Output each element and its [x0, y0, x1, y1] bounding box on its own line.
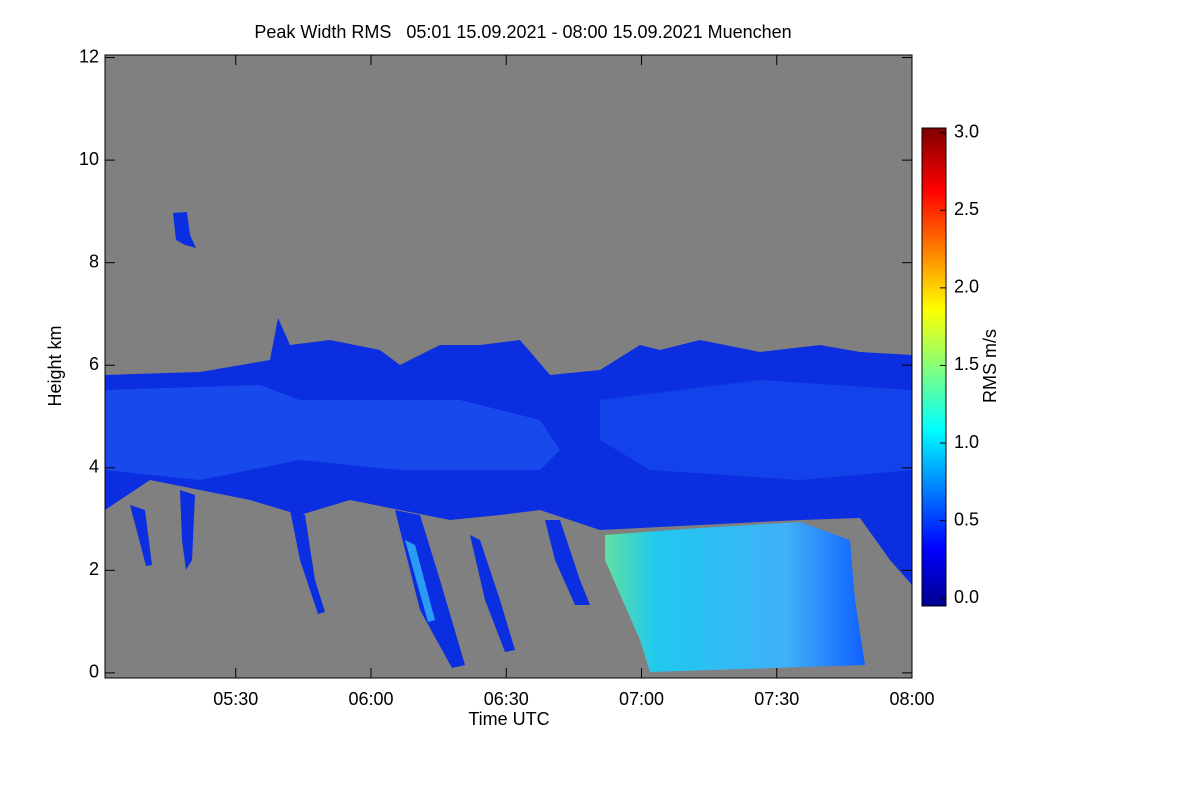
x-tick-label: 08:00	[889, 689, 934, 709]
y-axis-label: Height km	[45, 325, 65, 406]
fallstreak	[405, 540, 435, 622]
colorbar-tick-label: 0.5	[954, 509, 979, 529]
colorbar	[921, 127, 947, 607]
y-tick-label: 0	[89, 662, 99, 682]
plot-area	[105, 55, 912, 678]
fallstreak-core	[605, 522, 865, 672]
cloud-patch	[173, 212, 196, 248]
echo-field	[105, 212, 912, 672]
y-tick-label: 8	[89, 251, 99, 271]
chart-title: Peak Width RMS 05:01 15.09.2021 - 08:00 …	[254, 22, 791, 42]
colorbar-tick-label: 0.0	[954, 587, 979, 607]
y-tick-label: 6	[89, 354, 99, 374]
y-tick-label: 12	[79, 46, 99, 66]
colorbar-tick-label: 2.0	[954, 277, 979, 297]
cloud-texture	[600, 380, 912, 480]
fallstreak	[470, 535, 515, 652]
x-tick-label: 06:30	[484, 689, 529, 709]
fallstreak	[290, 510, 325, 614]
fallstreak	[180, 490, 195, 570]
y-tick-label: 4	[89, 457, 99, 477]
cloud-texture	[105, 385, 560, 480]
x-tick-label: 05:30	[213, 689, 258, 709]
colorbar-tick-label: 3.0	[954, 121, 979, 141]
x-axis-label: Time UTC	[468, 709, 549, 729]
x-tick-label: 07:30	[754, 689, 799, 709]
x-tick-label: 06:00	[348, 689, 393, 709]
x-tick-label: 07:00	[619, 689, 664, 709]
y-tick-label: 10	[79, 149, 99, 169]
colorbar-tick-label: 1.5	[954, 354, 979, 374]
fallstreak	[545, 520, 590, 605]
plot-frame	[104, 54, 913, 679]
fallstreak	[130, 505, 152, 566]
y-tick-label: 2	[89, 559, 99, 579]
colorbar-label: RMS m/s	[980, 329, 1000, 403]
colorbar-tick-label: 2.5	[954, 199, 979, 219]
colorbar-tick-label: 1.0	[954, 432, 979, 452]
